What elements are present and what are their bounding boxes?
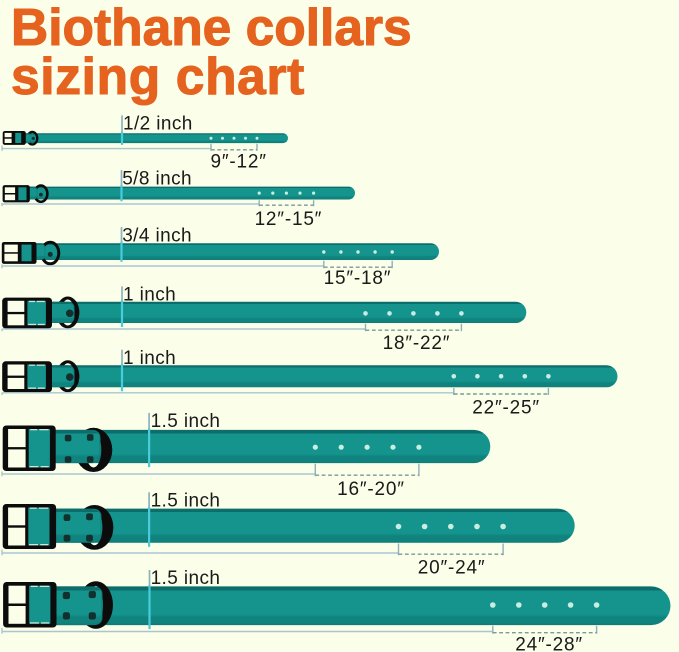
svg-text:12″-15″: 12″-15″ <box>255 209 323 230</box>
svg-text:9″-12″: 9″-12″ <box>210 152 266 173</box>
svg-text:1.5 inch: 1.5 inch <box>151 491 221 512</box>
svg-text:1 inch: 1 inch <box>123 285 176 306</box>
svg-text:1 inch: 1 inch <box>123 348 176 369</box>
svg-text:15″-18″: 15″-18″ <box>324 268 392 289</box>
svg-text:5/8 inch: 5/8 inch <box>122 168 192 189</box>
svg-text:16″-20″: 16″-20″ <box>337 479 405 500</box>
svg-text:1.5 inch: 1.5 inch <box>151 568 221 589</box>
svg-text:20″-24″: 20″-24″ <box>418 557 486 578</box>
svg-text:1.5 inch: 1.5 inch <box>151 411 221 432</box>
svg-text:3/4 inch: 3/4 inch <box>122 225 192 246</box>
svg-text:22″-25″: 22″-25″ <box>472 397 540 418</box>
svg-text:1/2 inch: 1/2 inch <box>123 114 193 135</box>
svg-text:24″-28″: 24″-28″ <box>515 635 583 652</box>
svg-text:18″-22″: 18″-22″ <box>383 333 451 354</box>
